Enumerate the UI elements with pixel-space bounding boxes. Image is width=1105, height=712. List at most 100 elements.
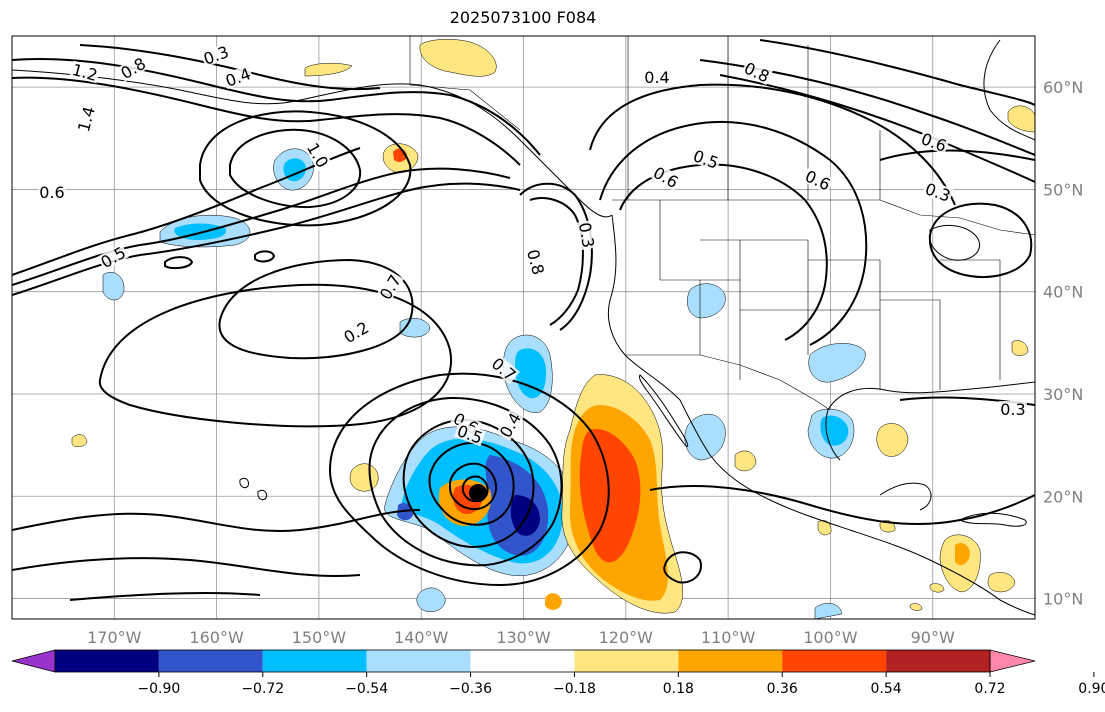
contour-label-bg (454, 421, 486, 447)
contour-labels: 0.30.40.81.21.41.00.60.50.20.70.60.50.40… (38, 42, 1027, 448)
contour-subtropical-east (649, 485, 1035, 525)
contour-hurricane-outer (328, 372, 610, 587)
hurricane-eye (469, 484, 487, 502)
contour-great-lakes-low (928, 202, 1033, 278)
contour-label-bg (74, 103, 98, 135)
border-provinces (627, 36, 881, 200)
lon-tick-label: 160°W (189, 628, 244, 647)
contour-trough-west-2 (529, 197, 584, 326)
lon-tick-label: 120°W (599, 628, 654, 647)
border-states (659, 200, 1001, 390)
coast-hudson-bay (983, 39, 1035, 141)
colorbar-label: −0.90 (137, 681, 180, 697)
contour-label-bg (200, 42, 232, 68)
contour-label-bg (496, 408, 524, 442)
colorbar-frame (54, 649, 991, 673)
contour-pacific-lat-3 (12, 147, 361, 276)
contour-label-bg (69, 60, 101, 84)
contour-label-bg (488, 353, 520, 385)
pos-region-ne (1007, 105, 1035, 133)
contour-aleutian-low-1 (229, 128, 362, 209)
pos-region-east (1011, 340, 1029, 356)
contour-north-3 (79, 44, 381, 91)
contour-south-3 (69, 591, 261, 601)
neg-region-small-1 (102, 272, 125, 301)
contour-label-bg (96, 243, 130, 271)
pos-region-pacific-2 (71, 434, 88, 447)
contour-label-bg (524, 246, 548, 278)
contour-small-high (164, 256, 194, 270)
colorbar-swatch (470, 650, 575, 672)
colorbar-swatch (55, 650, 159, 672)
border-alaska-canada (409, 36, 521, 131)
contour-hurricane-2 (368, 396, 563, 567)
colorbar-label: −0.18 (553, 681, 596, 697)
contour-label-bg (38, 184, 66, 200)
lon-tick-label: 140°W (394, 628, 449, 647)
contour-label-bg (643, 69, 671, 85)
lat-tick-label: 10°N (1043, 590, 1083, 609)
coast-hawaii-1 (239, 477, 249, 489)
lat-tick-label: 40°N (1043, 283, 1083, 302)
colorbar-swatch (366, 650, 471, 672)
pos-region-mexico-2 (876, 423, 909, 457)
contour-south-1 (12, 509, 421, 532)
contour-east-4 (879, 149, 1035, 161)
contour-aleutian-low-2 (199, 110, 412, 227)
colorbar-label: 0.54 (871, 681, 902, 697)
pos-region-small (545, 593, 562, 610)
contour-label-bg (918, 129, 950, 155)
lat-tick-label: 50°N (1043, 180, 1083, 199)
neg-region-south (416, 587, 446, 612)
coast-hawaii-2 (257, 489, 267, 501)
colorbar-swatch (886, 650, 990, 672)
neg-region-us-west (687, 283, 726, 319)
neg-region-baja (684, 413, 726, 461)
lat-tick-label: 60°N (1043, 78, 1083, 97)
colorbar-swatch (574, 650, 679, 672)
colorbar-extend-max (989, 649, 1036, 673)
contour-hurricane-4 (428, 441, 515, 526)
pos-region-central-america-core (955, 543, 970, 566)
contour-east-3 (759, 39, 1035, 106)
contour-high-pacific-1 (218, 258, 414, 360)
contour-label-bg (740, 58, 774, 86)
lon-tick-label: 110°W (701, 628, 756, 647)
coast-west-north-america (607, 214, 1035, 616)
map-title: 2025073100 F084 (449, 8, 597, 27)
lon-tick-label: 150°W (292, 628, 347, 647)
lon-tick-label: 100°W (803, 628, 858, 647)
contour-label-bg (922, 179, 954, 205)
contour-hurricane-5 (449, 462, 498, 511)
contour-label-bg (801, 166, 835, 194)
colorbar-swatch (678, 650, 783, 672)
lat-tick-label: 20°N (1043, 487, 1083, 506)
pos-region-south-2 (909, 603, 923, 611)
coast-yucatan (879, 482, 932, 511)
neg-region-central-core (515, 348, 547, 399)
coastlines (12, 39, 1035, 616)
pos-region-south-1 (929, 583, 945, 593)
contour-hurricane-6 (461, 475, 489, 503)
lat-tick-label: 30°N (1043, 385, 1083, 404)
contour-label-bg (649, 163, 683, 191)
colorbar-label: 0.36 (767, 681, 798, 697)
contour-label: 0.6 (39, 183, 64, 202)
contour-label-bg (999, 401, 1027, 417)
contour-label: 0.3 (1000, 400, 1025, 419)
colorbar-swatch (158, 650, 263, 672)
colorbar-swatch (262, 650, 367, 672)
pos-region-alaska (419, 39, 497, 77)
axis-ticks: 170°W 160°W 150°W 140°W 130°W 120°W 110°W 100°W… (87, 78, 1083, 647)
colorbar-label: 0.18 (663, 681, 694, 697)
colorbar-swatch (782, 650, 887, 672)
colorbar-label: 0.90 (1078, 681, 1105, 697)
neg-region-texas (808, 343, 866, 383)
colorbar-label: 0.72 (974, 681, 1005, 697)
coast-great-lakes (929, 224, 980, 261)
contour-small-low (663, 551, 702, 584)
colorbar-label: −0.36 (449, 681, 492, 697)
lon-tick-label: 130°W (496, 628, 551, 647)
map-content (12, 36, 1035, 619)
